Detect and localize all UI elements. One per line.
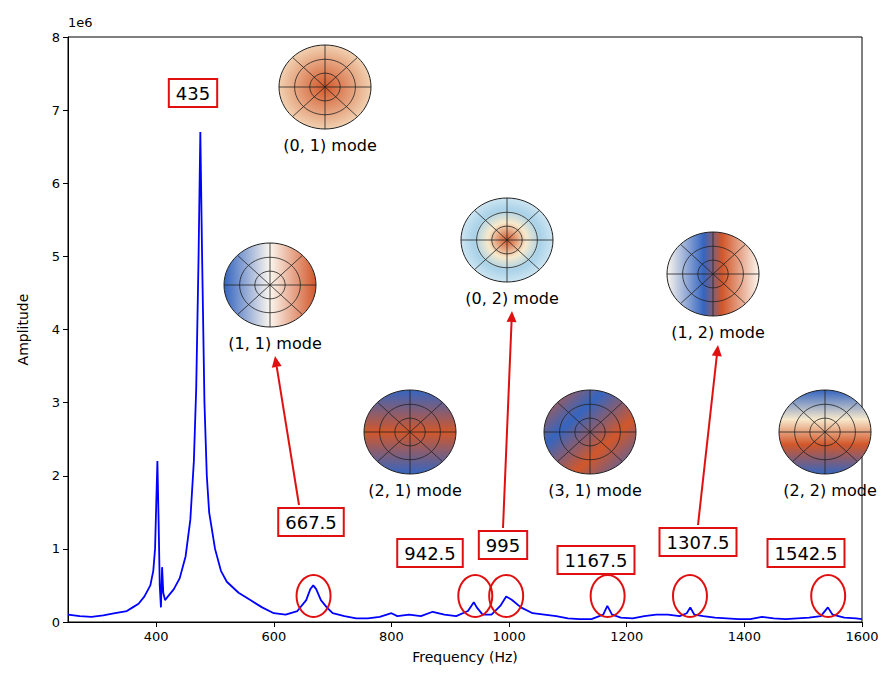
svg-text:(1, 2) mode: (1, 2) mode — [671, 323, 764, 342]
svg-text:8: 8 — [52, 30, 60, 45]
svg-text:1542.5: 1542.5 — [775, 543, 838, 564]
svg-text:1e6: 1e6 — [68, 15, 93, 30]
svg-text:800: 800 — [379, 629, 404, 644]
svg-text:1600: 1600 — [845, 629, 878, 644]
svg-text:3: 3 — [52, 395, 60, 410]
svg-text:Frequency (Hz): Frequency (Hz) — [412, 649, 518, 665]
svg-text:4: 4 — [52, 322, 60, 337]
svg-text:995: 995 — [486, 535, 520, 556]
svg-text:1307.5: 1307.5 — [667, 532, 730, 553]
svg-text:1167.5: 1167.5 — [565, 550, 628, 571]
svg-text:2: 2 — [52, 468, 60, 483]
svg-text:(1, 1) mode: (1, 1) mode — [228, 334, 321, 353]
svg-text:(0, 2) mode: (0, 2) mode — [465, 289, 558, 308]
svg-text:6: 6 — [52, 176, 60, 191]
svg-text:(2, 2) mode: (2, 2) mode — [783, 481, 876, 500]
svg-text:5: 5 — [52, 249, 60, 264]
svg-text:400: 400 — [144, 629, 169, 644]
svg-text:942.5: 942.5 — [404, 543, 456, 564]
svg-text:(2, 1) mode: (2, 1) mode — [368, 481, 461, 500]
svg-text:0: 0 — [52, 615, 60, 630]
svg-text:667.5: 667.5 — [285, 512, 337, 533]
svg-text:Amplitude: Amplitude — [15, 294, 31, 366]
svg-text:(0, 1) mode: (0, 1) mode — [283, 136, 376, 155]
svg-text:(3, 1) mode: (3, 1) mode — [548, 481, 641, 500]
svg-text:1000: 1000 — [493, 629, 526, 644]
svg-text:7: 7 — [52, 103, 60, 118]
svg-text:435: 435 — [176, 83, 210, 104]
svg-text:600: 600 — [261, 629, 286, 644]
svg-text:1: 1 — [52, 541, 60, 556]
svg-text:1400: 1400 — [728, 629, 761, 644]
svg-text:1200: 1200 — [610, 629, 643, 644]
